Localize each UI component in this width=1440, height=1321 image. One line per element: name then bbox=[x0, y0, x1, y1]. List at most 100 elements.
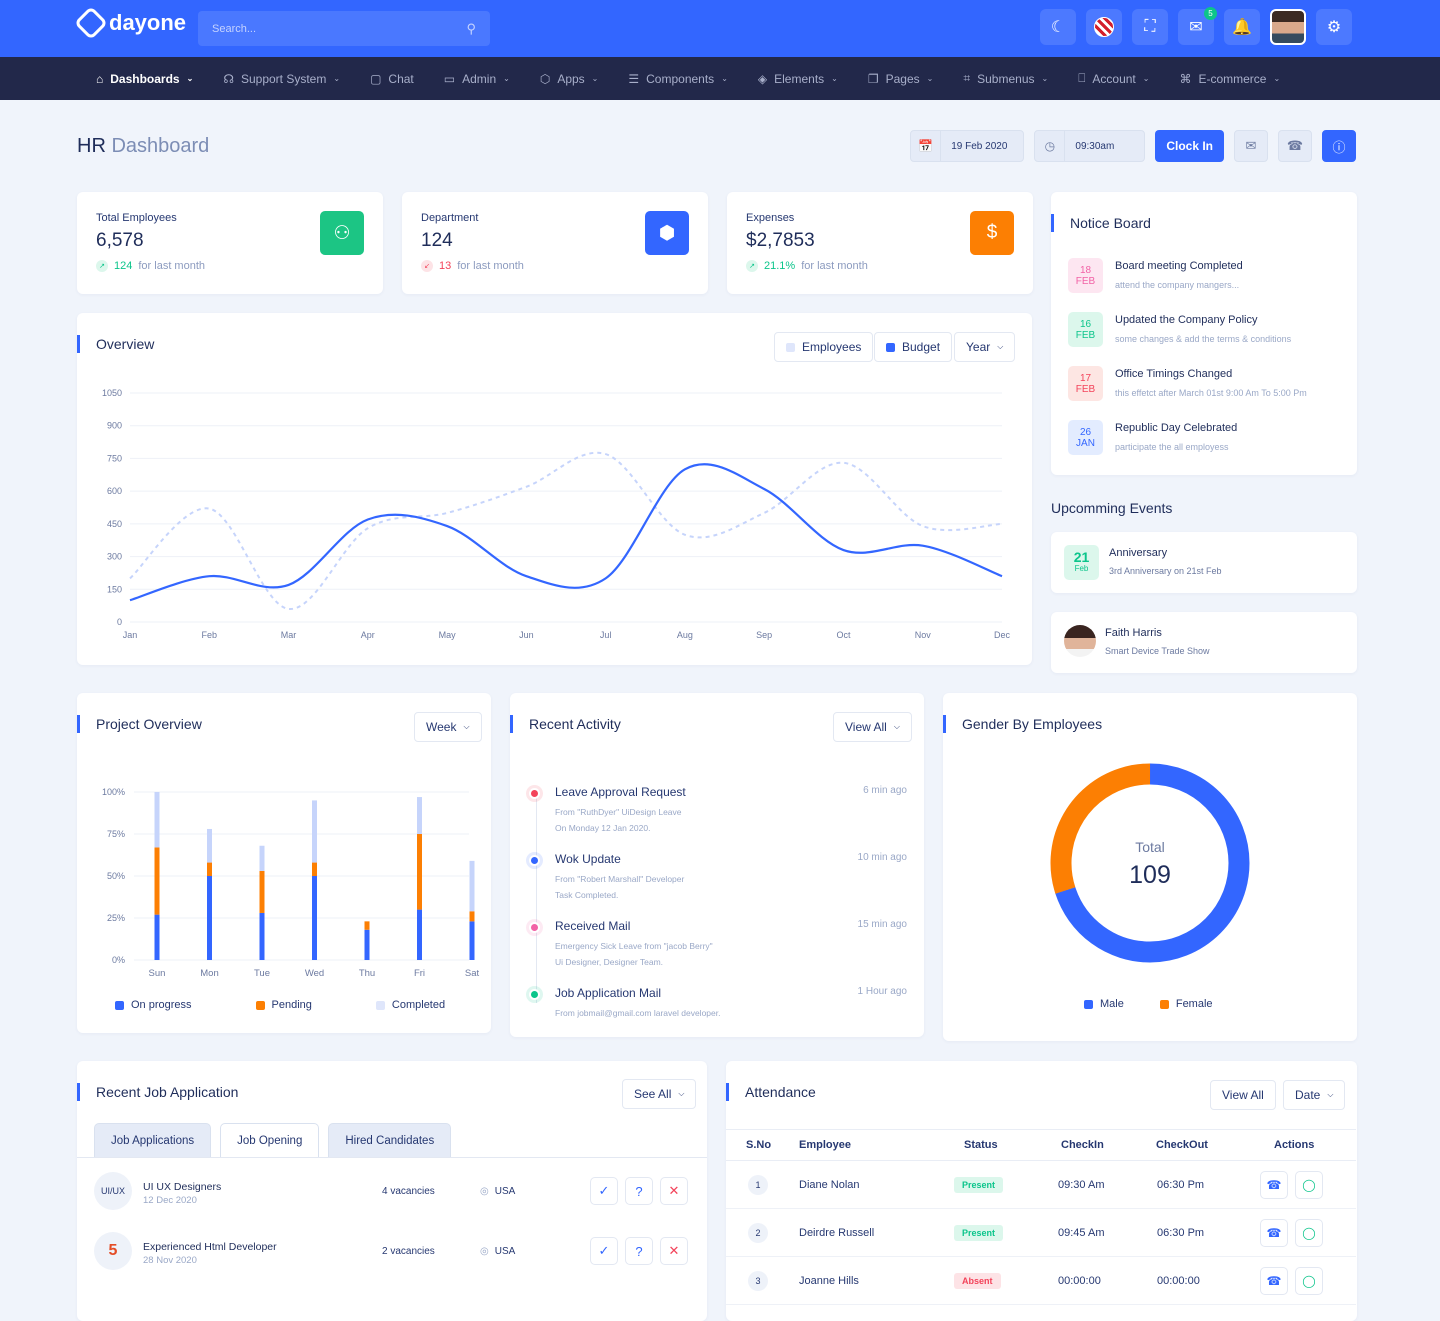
dark-mode-toggle[interactable]: ☾ bbox=[1040, 9, 1076, 45]
stat-value: $2,7853 bbox=[746, 230, 815, 251]
nav-item-admin[interactable]: ▭ Admin ⌄ bbox=[444, 72, 510, 86]
overview-chart: 0 150 300 450 600 750 900 1050 Jan Feb Mar Apr May Ju… bbox=[102, 388, 1011, 640]
cube-icon: ⬢ bbox=[645, 211, 689, 255]
search-icon[interactable]: ⚲ bbox=[466, 20, 476, 36]
chat-button[interactable]: ◯ bbox=[1295, 1218, 1323, 1247]
info-button[interactable]: ⓘ bbox=[1322, 130, 1356, 162]
nav-item-submenus[interactable]: ⌗ Submenus ⌄ bbox=[963, 71, 1048, 86]
fullscreen-button[interactable]: ⛶ bbox=[1132, 9, 1168, 45]
stat-card-total-employees: Total Employees 6,578 ↗ 124 for last month ⚇ bbox=[77, 192, 383, 294]
x-tick-label: Jan bbox=[123, 630, 138, 640]
chat-button[interactable]: ◯ bbox=[1295, 1170, 1323, 1199]
column-header: Actions bbox=[1274, 1139, 1315, 1151]
messages-button[interactable]: ✉ 5 bbox=[1178, 7, 1217, 45]
period-select[interactable]: Year ⌵ bbox=[954, 332, 1016, 362]
language-button[interactable] bbox=[1086, 9, 1122, 45]
tab-hired-candidates[interactable]: Hired Candidates bbox=[328, 1123, 452, 1158]
activity-dot bbox=[529, 855, 540, 866]
job-logo-text: UI/UX bbox=[100, 1186, 125, 1196]
event-anniversary[interactable]: 21 Feb Anniversary 3rd Anniversary on 21… bbox=[1051, 532, 1357, 593]
bar-progress bbox=[259, 912, 265, 960]
page-title-sub: Dashboard bbox=[111, 135, 210, 157]
help-button[interactable]: ? bbox=[625, 1177, 653, 1205]
call-button[interactable]: ☎ bbox=[1260, 1170, 1288, 1199]
nav-item-apps[interactable]: ⬡ Apps ⌄ bbox=[540, 72, 599, 86]
clock-in-button[interactable]: Clock In bbox=[1155, 130, 1224, 162]
help-button[interactable]: ? bbox=[625, 1237, 653, 1265]
nav-item-chat[interactable]: ▢ Chat bbox=[370, 72, 414, 86]
search-input[interactable] bbox=[212, 22, 432, 35]
y-tick-label: 600 bbox=[107, 486, 122, 496]
activity-line1: From "RuthDyer" UiDesign Leave bbox=[555, 807, 682, 817]
activity-sub: From "RuthDyer" UiDesign Leave On Monday … bbox=[555, 804, 755, 836]
date-select-label: Date bbox=[1295, 1088, 1321, 1102]
chat-button[interactable]: ◯ bbox=[1295, 1266, 1323, 1295]
bar-completed bbox=[259, 845, 265, 871]
notice-item[interactable]: 17 FEB Office Timings Changed this effetct … bbox=[1068, 366, 1307, 401]
call-button[interactable]: ☎ bbox=[1260, 1218, 1288, 1247]
approve-button[interactable]: ✓ bbox=[590, 1177, 618, 1205]
notice-item[interactable]: 16 FEB Updated the Company Policy some chan… bbox=[1068, 312, 1291, 347]
stat-foot-text: for last month bbox=[457, 260, 524, 272]
event-person[interactable]: Faith Harris Smart Device Trade Show bbox=[1051, 612, 1357, 673]
nav-label: Account bbox=[1092, 71, 1136, 86]
nav-label: E-commerce bbox=[1198, 71, 1267, 86]
job-title: Experienced Html Developer bbox=[143, 1241, 277, 1253]
nav-item-elements[interactable]: ◈ Elements ⌄ bbox=[758, 72, 838, 86]
nav-item-pages[interactable]: ❐ Pages ⌄ bbox=[868, 72, 934, 86]
budget-swatch bbox=[886, 342, 895, 352]
date-picker[interactable]: 📅 19 Feb 2020 bbox=[910, 130, 1025, 162]
nav-label: Components bbox=[646, 71, 715, 86]
tab-job-opening[interactable]: Job Opening bbox=[220, 1123, 320, 1158]
chevron-down-icon: ⌄ bbox=[831, 74, 838, 83]
donut-slice-female bbox=[1050, 763, 1250, 963]
legend-budget[interactable]: Budget bbox=[874, 332, 953, 362]
week-select[interactable]: Week ⌵ bbox=[414, 712, 482, 742]
job-row: 5 Experienced Html Developer 28 Nov 2020 2 … bbox=[92, 1218, 692, 1278]
attendance-view-all[interactable]: View All bbox=[1210, 1080, 1276, 1110]
nav-item-support-system[interactable]: ☊ Support System ⌄ bbox=[223, 72, 340, 86]
timeline-line bbox=[536, 793, 537, 1003]
reject-button[interactable]: ✕ bbox=[660, 1237, 688, 1265]
time-picker[interactable]: ◷ 09:30am bbox=[1034, 130, 1146, 162]
notifications-button[interactable]: 🔔 bbox=[1224, 9, 1260, 45]
tab-job-applications[interactable]: Job Applications bbox=[94, 1123, 212, 1158]
notice-date-chip: 18 FEB bbox=[1068, 258, 1103, 293]
activity-view-all[interactable]: View All ⌵ bbox=[833, 712, 912, 742]
chat-icon: ◯ bbox=[1302, 1225, 1316, 1240]
dollar-icon: $ bbox=[970, 211, 1014, 255]
gender-card: Gender By Employees Total 109 Male Femal… bbox=[943, 693, 1357, 1041]
legend-label: On progress bbox=[131, 999, 192, 1011]
notice-item[interactable]: 26 JAN Republic Day Celebrated participate … bbox=[1068, 420, 1237, 455]
approve-button[interactable]: ✓ bbox=[590, 1237, 618, 1265]
brand-logo[interactable]: dayone bbox=[74, 6, 186, 40]
see-all-button[interactable]: See All ⌵ bbox=[622, 1079, 697, 1109]
bar-pending bbox=[154, 847, 160, 915]
stat-label: Total Employees bbox=[96, 212, 177, 224]
notice-item[interactable]: 18 FEB Board meeting Completed attend the c… bbox=[1068, 258, 1243, 293]
checkin-time: 09:45 Am bbox=[1058, 1226, 1105, 1239]
mail-icon: ✉ bbox=[1245, 138, 1257, 153]
bar-completed bbox=[312, 800, 317, 863]
submenus-icon: ⌗ bbox=[963, 71, 971, 85]
nav-item-components[interactable]: ☰ Components ⌄ bbox=[628, 72, 728, 86]
job-application-card: Recent Job Application See All ⌵ Job Appl… bbox=[77, 1061, 707, 1321]
nav-item-account[interactable]: ⎕ Account ⌄ bbox=[1078, 71, 1149, 86]
nav-item-e-commerce[interactable]: ⌘ E-commerce ⌄ bbox=[1179, 72, 1280, 86]
event-date-chip: 21 Feb bbox=[1064, 545, 1099, 580]
legend-employees[interactable]: Employees bbox=[774, 332, 874, 362]
call-button[interactable]: ☎ bbox=[1260, 1266, 1288, 1295]
call-button[interactable]: ☎ bbox=[1278, 130, 1312, 162]
column-header: CheckIn bbox=[1061, 1139, 1104, 1151]
nav-item-dashboards[interactable]: ⌂ Dashboards ⌄ bbox=[96, 72, 193, 86]
recent-activity-title: Recent Activity bbox=[510, 715, 621, 733]
reject-button[interactable]: ✕ bbox=[660, 1177, 688, 1205]
week-label: Week bbox=[426, 720, 457, 734]
settings-button[interactable]: ⚙ bbox=[1316, 9, 1352, 45]
bar-progress bbox=[469, 921, 475, 960]
attendance-date-select[interactable]: Date ⌵ bbox=[1283, 1080, 1346, 1110]
activity-line1: Emergency Sick Leave from "jacob Berry" bbox=[555, 941, 713, 951]
user-avatar[interactable] bbox=[1270, 9, 1306, 45]
mail-button[interactable]: ✉ bbox=[1234, 130, 1268, 162]
page-title: HR Dashboard bbox=[77, 135, 209, 158]
